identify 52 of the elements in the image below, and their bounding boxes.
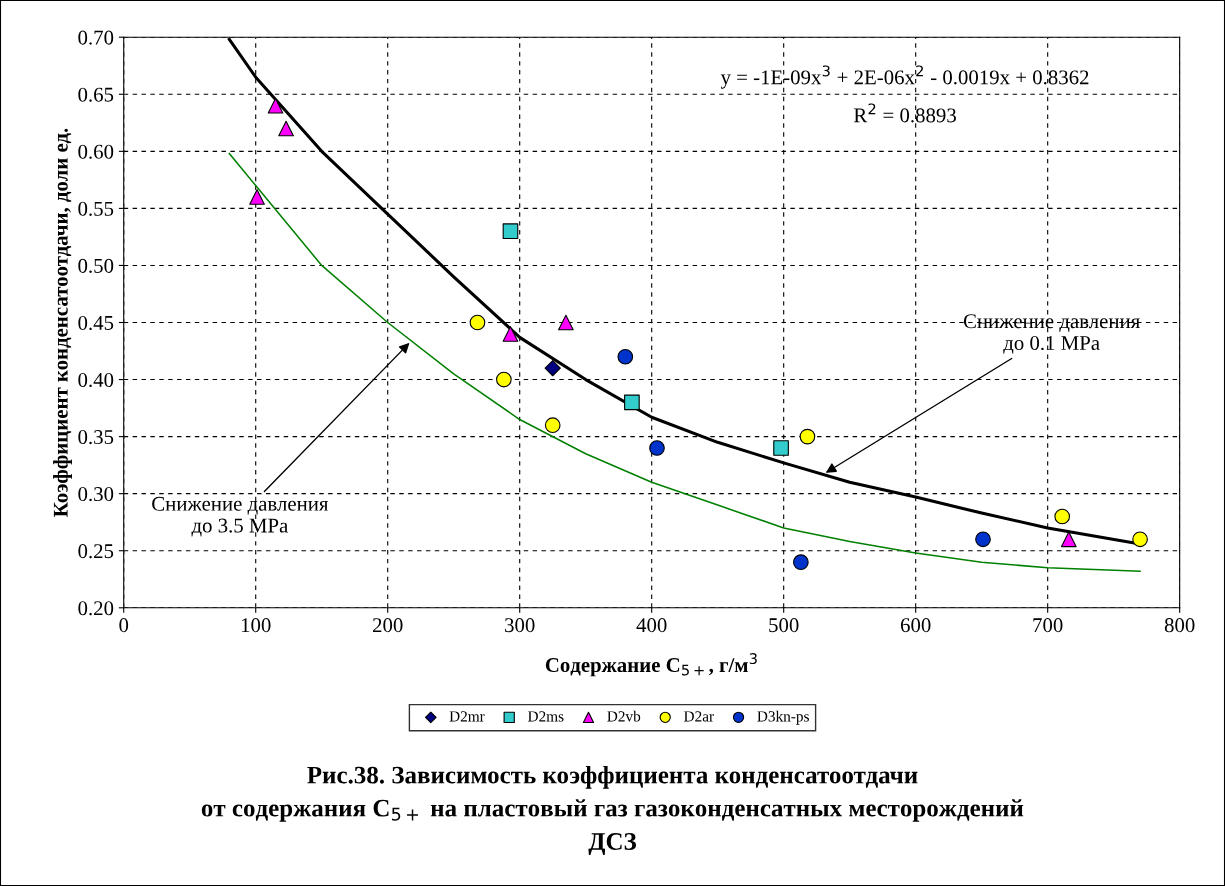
- point: [496, 371, 512, 388]
- point: [1060, 531, 1077, 548]
- point: [617, 348, 634, 365]
- text: Рис.38. Зависимость коэффициента конденсатоотдачи от содержания C$_{5+}$ на пластовый газ газоконденсатных месторождений ДСЗ: [201, 765, 1024, 855]
- annotation: R$^{2}$ = 0.8893: [853, 103, 956, 123]
- y-tick-label: 0.45: [78, 315, 114, 331]
- x-tick-label: 600: [900, 618, 931, 633]
- legend-label: D2ms: [527, 711, 564, 722]
- x-tick-label: 500: [769, 618, 799, 633]
- y-tick-label: 0.25: [78, 544, 114, 559]
- point: [624, 394, 640, 411]
- legend-label: D2mr: [449, 711, 485, 722]
- x-tick-label: 700: [1033, 618, 1063, 633]
- point: [249, 189, 265, 205]
- legend-label: D2vb: [607, 710, 641, 722]
- x-tick-label: 0: [119, 618, 129, 633]
- point: [558, 314, 574, 331]
- point: [502, 326, 519, 342]
- x-tick-label: 400: [636, 618, 667, 633]
- y-tick-label: 0.35: [78, 429, 114, 445]
- annotation: y = -1E-09x$^{3}$ + 2E-06x$^{2}$ - 0.0019x + 0.8362: [720, 65, 1089, 89]
- y-axis-title: Коэффициент конденсатоотдачи, доли ед.: [53, 128, 72, 517]
- point: [267, 97, 284, 114]
- point: [773, 440, 789, 456]
- y-tick-label: 0.40: [78, 372, 114, 388]
- x-tick-label: 300: [505, 618, 535, 633]
- y-tick-label: 0.65: [78, 87, 114, 102]
- point: [469, 314, 486, 331]
- point: [502, 223, 519, 240]
- y-tick-label: 0.70: [78, 30, 114, 45]
- point: [278, 120, 294, 137]
- y-tick-label: 0.20: [78, 601, 114, 616]
- point: [544, 359, 561, 377]
- x-tick-label: 800: [1164, 618, 1195, 633]
- y-tick-label: 0.55: [78, 201, 114, 216]
- point: [799, 428, 816, 445]
- y-tick-label: 0.60: [78, 144, 114, 159]
- x-tick-label: 200: [373, 618, 403, 633]
- point: [544, 417, 561, 434]
- point: [975, 531, 991, 548]
- point: [793, 554, 809, 570]
- annotation: Снижение давления до 3.5 MPa: [152, 496, 329, 537]
- legend-label: D3kn-ps: [757, 710, 809, 725]
- x-axis-title: Содержание C$_{5+}$, г/м$^{3}$: [545, 653, 757, 677]
- annotation: Снижение давления до 0.1 MPa: [963, 314, 1140, 354]
- point: [649, 440, 665, 456]
- point: [1132, 531, 1148, 548]
- point: [1054, 508, 1071, 525]
- y-tick-label: 0.30: [78, 487, 114, 502]
- x-tick-label: 100: [241, 618, 271, 633]
- legend-label: D2ar: [683, 711, 714, 722]
- y-tick-label: 0.50: [78, 258, 114, 273]
